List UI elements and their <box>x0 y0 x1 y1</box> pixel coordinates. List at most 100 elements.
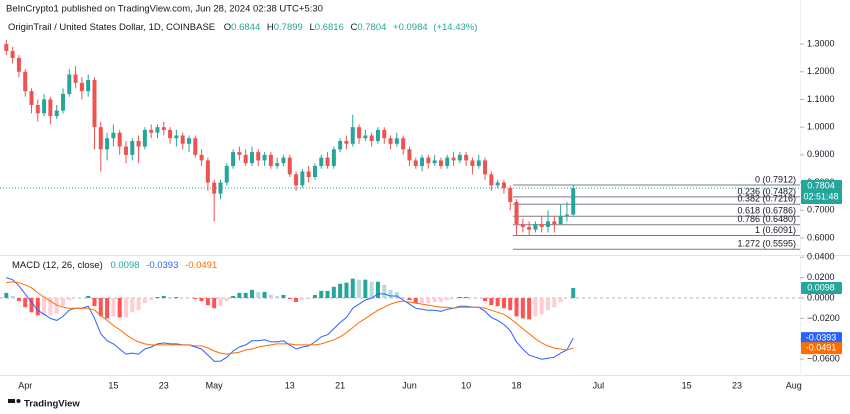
y-tick-label: 1.1000 <box>807 94 835 104</box>
macd-histogram-bar <box>300 298 305 301</box>
y-tick-label: 0.6000 <box>807 232 835 242</box>
candle-body <box>60 93 65 111</box>
candle-body <box>464 154 469 161</box>
candle-body <box>123 146 128 155</box>
macd-y-tick-label: −0.0200 <box>807 313 840 323</box>
macd-histogram-bar <box>212 298 217 309</box>
y-tick-label: 1.3000 <box>807 38 835 48</box>
countdown: 02:51:48 <box>803 191 838 201</box>
candle-body <box>357 127 362 139</box>
candle-body <box>42 99 47 114</box>
candle-body <box>539 224 544 227</box>
candle-body <box>350 127 355 144</box>
macd-histogram-bar <box>426 298 431 304</box>
candle-body <box>306 171 311 178</box>
macd-histogram-bar <box>136 298 141 311</box>
macd-histogram-bar <box>558 298 563 303</box>
candle-body <box>483 160 488 175</box>
macd-histogram-bar <box>10 295 15 299</box>
candle-body <box>105 138 110 150</box>
candle-body <box>23 71 28 92</box>
legend: OriginTrail / United States Dollar, 1D, … <box>8 22 477 33</box>
candle-body <box>168 129 173 139</box>
macd-hist-value: 0.0098 <box>110 260 139 271</box>
candle-body <box>338 141 343 150</box>
macd-histogram-bar <box>92 298 97 307</box>
h-label: H <box>267 22 274 33</box>
macd-histogram-bar <box>243 292 248 299</box>
candle-body <box>180 135 185 144</box>
logo <box>8 399 15 403</box>
candle-body <box>249 152 254 164</box>
candle-body <box>420 157 425 166</box>
macd-histogram-bar <box>325 290 330 299</box>
macd-histogram-bar <box>571 288 576 299</box>
candle-body <box>256 152 261 161</box>
macd-histogram-bar <box>483 298 488 302</box>
candle-body <box>268 154 273 166</box>
candle-body <box>142 129 147 147</box>
candle-body <box>508 188 513 202</box>
macd-histogram-bar <box>527 298 532 320</box>
macd-y-tick-label: 0.0000 <box>807 292 835 302</box>
macd-histogram-bar <box>67 298 72 301</box>
candle-body <box>546 221 551 227</box>
macd-histogram-bar <box>357 279 362 299</box>
macd-histogram-bar <box>312 294 317 299</box>
candle-body <box>388 138 393 144</box>
macd-histogram-bar <box>382 284 387 299</box>
macd-histogram-bar <box>533 298 538 317</box>
candle-body <box>98 127 103 150</box>
logo <box>16 399 21 403</box>
macd-title: MACD (12, 26, close) <box>12 260 103 271</box>
macd-histogram-bar <box>501 298 506 309</box>
candle-body <box>401 138 406 150</box>
candle-body <box>275 163 280 166</box>
publisher: BeInCrypto1 published on TradingView.com… <box>6 4 323 15</box>
macd-histogram-bar <box>363 279 368 299</box>
price-tag <box>801 180 842 205</box>
candle-body <box>149 129 154 133</box>
candle-body <box>375 129 380 142</box>
macd-histogram-bar <box>117 298 122 318</box>
candle-body <box>287 157 292 175</box>
macd-y-tick-label: 0.0200 <box>807 272 835 282</box>
candle-body <box>495 182 500 186</box>
candle-body <box>4 44 9 51</box>
fib-label: 0 (0.7912) <box>755 174 796 184</box>
macd-histogram-bar <box>48 298 53 316</box>
macd-histogram-bar <box>224 298 229 302</box>
candle-body <box>325 157 330 166</box>
y-tick-label: 0.7000 <box>807 205 835 215</box>
macd-value: -0.0393 <box>146 260 178 271</box>
change-pct: (+14.43%) <box>433 22 477 33</box>
x-tick-label: Jul <box>593 380 605 390</box>
candle-body <box>344 141 349 144</box>
candle-body <box>331 149 336 166</box>
candle-body <box>79 82 84 92</box>
candle-body <box>237 152 242 155</box>
candle-body <box>161 127 166 130</box>
macd-histogram-bar <box>256 291 261 299</box>
candle-body <box>520 224 525 227</box>
macd-histogram-bar <box>262 291 267 299</box>
candle-body <box>363 135 368 139</box>
candle-body <box>224 165 229 183</box>
price-tag-label: 0.7804 <box>807 180 835 190</box>
candle-body <box>130 141 135 155</box>
candle-body <box>54 110 59 117</box>
macd-histogram-bar <box>268 294 273 299</box>
macd-histogram-bar <box>438 298 443 303</box>
candle-body <box>564 214 569 216</box>
macd-histogram-bar <box>4 292 9 299</box>
macd-tag-label: -0.0393 <box>806 332 837 342</box>
macd-histogram-bar <box>495 298 500 307</box>
candle-body <box>205 160 210 183</box>
signal-tag <box>801 342 842 355</box>
macd-histogram-bar <box>16 298 21 302</box>
macd-histogram-bar <box>508 298 513 311</box>
candle-body <box>369 135 374 142</box>
fib-label: 0.786 (0.6480) <box>737 214 796 224</box>
candle-body <box>552 221 557 225</box>
